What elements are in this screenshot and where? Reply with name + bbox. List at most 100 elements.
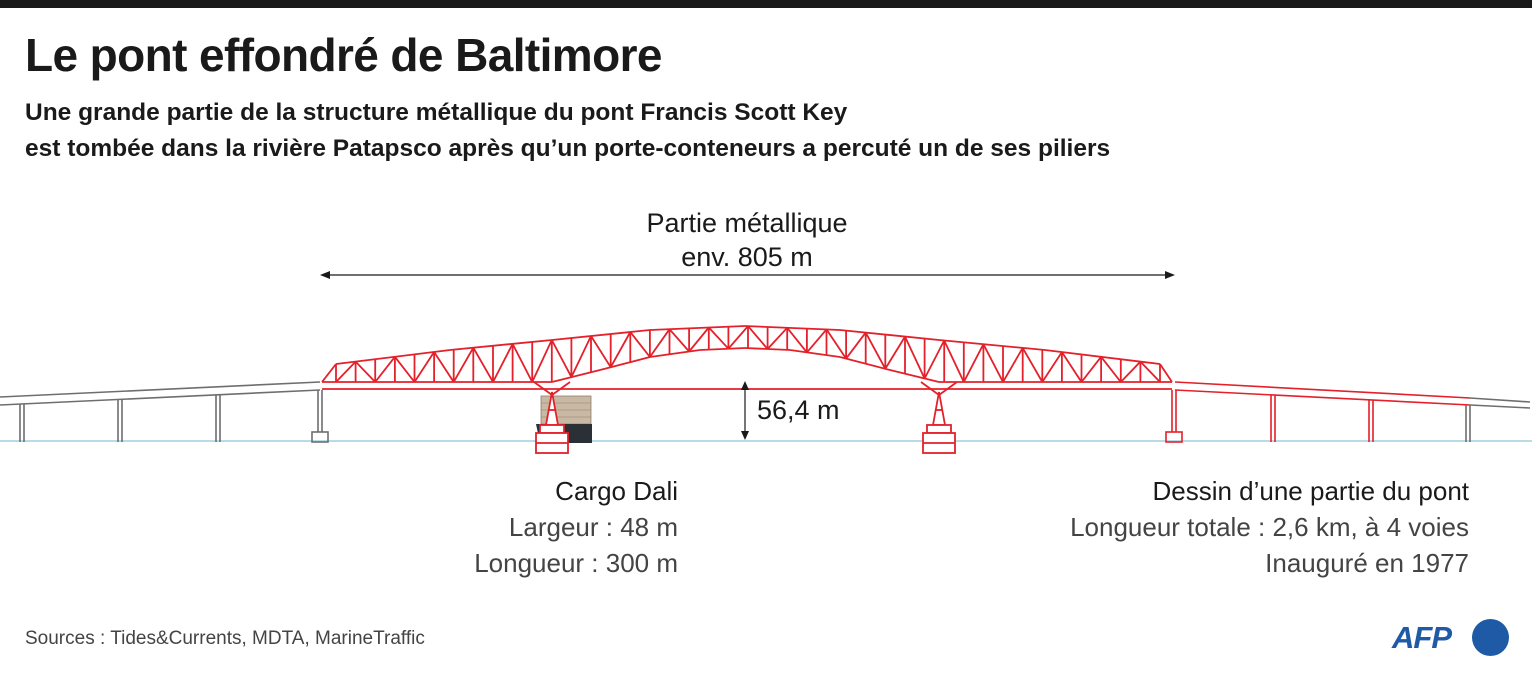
truss-diagonal	[923, 340, 945, 379]
truss-diagonal	[766, 327, 788, 350]
span-label-line-2: env. 805 m	[681, 242, 813, 272]
truss-top-chord	[321, 363, 337, 383]
truss-diagonal	[825, 328, 847, 360]
right-approach-end	[1469, 397, 1531, 409]
afp-logo-dot-icon	[1472, 619, 1509, 656]
truss-top-chord	[449, 339, 553, 351]
truss-diagonal	[904, 336, 926, 379]
truss-bottom-chord	[551, 369, 601, 383]
truss-diagonal	[649, 328, 671, 358]
truss-diagonal	[472, 347, 494, 383]
span-label-line-1: Partie métallique	[646, 208, 847, 238]
subtitle-line-1: Une grande partie de la structure métall…	[25, 99, 848, 126]
truss-diagonal	[884, 336, 906, 370]
truss-bottom-chord	[889, 369, 940, 383]
bridge-info: Dessin d’une partie du pont Longueur tot…	[1070, 473, 1469, 581]
truss-diagonal	[492, 343, 514, 383]
truss-top-chord	[1159, 363, 1173, 383]
truss-diagonal	[982, 343, 1004, 383]
truss-diagonal	[413, 351, 435, 383]
anchor-pier-left	[311, 390, 329, 443]
main-pier-right-tower	[931, 391, 947, 426]
truss-diagonal	[570, 335, 592, 378]
truss-diagonal	[864, 332, 887, 370]
approach-pier-left	[215, 394, 221, 442]
truss-diagonal	[609, 331, 632, 368]
right-approach-span	[1174, 381, 1471, 406]
ship-width: Largeur : 48 m	[508, 512, 678, 542]
truss-diagonal	[335, 360, 357, 383]
right-approach-deck-bottom	[1174, 389, 1471, 406]
approach-pier-right-end	[1465, 405, 1471, 442]
clearance-label: 56,4 m	[757, 395, 840, 425]
approach-piers	[19, 394, 1471, 442]
subtitle-line-2: est tombée dans la rivière Patapsco aprè…	[25, 135, 1111, 162]
truss-diagonal	[590, 335, 612, 368]
main-pier-left	[535, 391, 569, 454]
afp-logo-text: AFP	[1392, 620, 1452, 655]
ship-name: Cargo Dali	[555, 476, 678, 506]
truss-diagonal	[433, 351, 455, 383]
truss-bottom-chord	[649, 349, 701, 358]
truss-top-chord	[839, 329, 940, 341]
truss-diagonal	[551, 339, 573, 378]
truss-diagonal	[668, 328, 690, 353]
truss-knee-brace	[551, 381, 571, 396]
truss-diagonal	[1100, 356, 1122, 383]
truss-top-chord	[649, 325, 746, 331]
truss-bottom-chord	[599, 356, 651, 371]
sources: Sources : Tides&Currents, MDTA, MarineTr…	[25, 628, 425, 649]
truss-knee-brace	[533, 381, 553, 396]
main-pier-left-cap	[539, 424, 565, 434]
top-rule	[0, 0, 1532, 8]
truss-diagonal	[845, 332, 867, 360]
truss-diagonal	[747, 325, 769, 350]
span-dimension: Partie métallique env. 805 m	[320, 208, 1175, 279]
truss-diagonal	[511, 343, 534, 383]
approach-pier-left	[19, 404, 25, 442]
truss-top-chord	[938, 339, 1046, 351]
truss-diagonal	[1021, 347, 1044, 383]
truss-diagonal	[963, 343, 985, 383]
truss-knee-brace	[920, 381, 940, 396]
span-arrow-left	[320, 271, 330, 279]
afp-logo: AFP	[1390, 618, 1510, 658]
truss-diagonal	[354, 360, 376, 383]
truss-diagonal	[1061, 351, 1083, 383]
right-approach-deck-top	[1174, 381, 1471, 399]
bridge-total-length: Longueur totale : 2,6 km, à 4 voies	[1070, 512, 1469, 542]
anchor-pier-right-base	[1165, 431, 1183, 443]
approach-pier-left	[117, 399, 123, 442]
truss-diagonal	[374, 356, 396, 383]
right-approach-end-bottom	[1469, 404, 1531, 409]
subtitle: Une grande partie de la structure métall…	[25, 95, 1425, 167]
span-arrow-right	[1165, 271, 1175, 279]
truss-top-chord	[551, 329, 651, 341]
clearance-arrow-top	[741, 381, 749, 390]
clearance-arrow-bottom	[741, 431, 749, 440]
truss-top-chord	[335, 349, 451, 365]
left-approach-span	[0, 381, 321, 406]
main-pier-right-cap	[926, 424, 952, 434]
left-approach-deck-top	[0, 381, 321, 398]
truss-diagonal	[943, 340, 965, 383]
truss-diagonal	[1080, 356, 1102, 383]
truss-diagonal	[688, 326, 710, 353]
approach-pier-right	[1368, 400, 1374, 442]
truss-top-chord	[744, 325, 841, 331]
bridge-diagram: Partie métallique env. 805 m 56,4 m	[0, 208, 1532, 454]
clearance-dimension: 56,4 m	[741, 381, 840, 440]
approach-pier-right	[1270, 395, 1276, 442]
truss-diagonal	[452, 347, 475, 383]
truss-diagonal	[394, 356, 416, 383]
anchor-pier-left-base	[311, 431, 329, 443]
truss-diagonal	[727, 325, 749, 350]
truss-diagonal	[806, 328, 828, 353]
truss-diagonal	[629, 331, 651, 358]
page-title: Le pont effondré de Baltimore	[25, 29, 662, 81]
ship-info: Cargo Dali Largeur : 48 m Longueur : 300…	[0, 473, 678, 581]
truss-diagonal	[1002, 347, 1024, 383]
truss-bottom-chord	[699, 347, 746, 351]
right-approach-end-top	[1469, 397, 1531, 403]
truss-diagonal	[786, 327, 808, 353]
